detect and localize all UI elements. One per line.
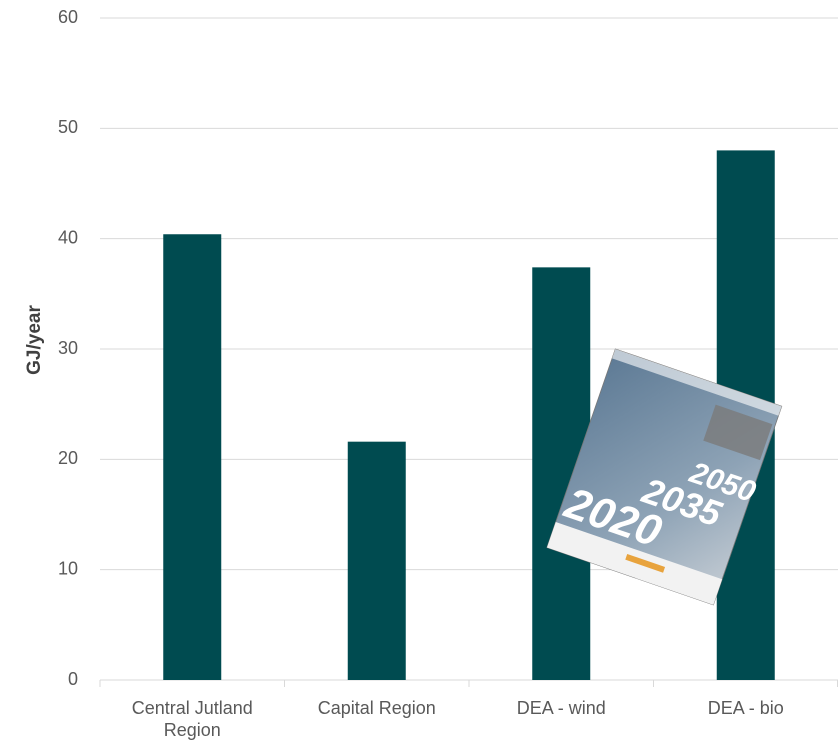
plot-area: 0 10 20 30 40 50 60: [58, 7, 838, 689]
x-tick-label: Central Jutland Region: [131, 698, 253, 740]
bar: [163, 234, 222, 680]
cover-box: [703, 404, 773, 461]
y-tick-label: 40: [58, 227, 78, 247]
y-tick-label: 60: [58, 7, 78, 27]
x-tick-label: DEA - wind: [516, 698, 606, 718]
y-tick-label: 30: [58, 338, 78, 358]
bar: [347, 441, 406, 680]
y-tick-label: 20: [58, 448, 78, 468]
y-tick-label: 0: [68, 669, 78, 689]
y-tick-label: 50: [58, 117, 78, 137]
y-tick-label: 10: [58, 558, 78, 578]
cover-footer: [546, 521, 723, 605]
x-tick-label: DEA - bio: [707, 698, 784, 718]
x-tick-label: Capital Region: [317, 698, 436, 718]
y-axis-title: GJ/year: [24, 305, 45, 375]
cover-logo: [625, 554, 666, 573]
cover-band: [612, 348, 782, 416]
report-cover: 2050 2035 2020: [546, 348, 783, 606]
